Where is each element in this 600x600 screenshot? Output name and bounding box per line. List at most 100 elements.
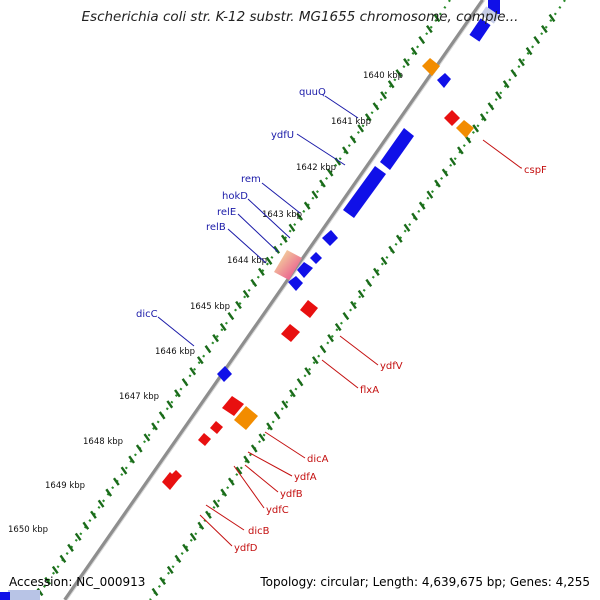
reverse-track-tick xyxy=(159,576,167,586)
kbp-tick-label: 1645 kbp xyxy=(190,302,230,312)
reverse-track-tick xyxy=(266,422,273,431)
forward-track-ticks xyxy=(36,13,441,597)
reverse-track-tick xyxy=(273,411,281,420)
reverse-track-tick xyxy=(227,477,235,486)
forward-track-tick xyxy=(235,300,242,310)
reverse-gene-dicB xyxy=(170,470,182,482)
forward-track-tick xyxy=(166,400,174,409)
forward-gene-rem xyxy=(322,230,338,246)
gene-label-ydfB: ydfB xyxy=(280,489,303,500)
gene-label-relE: relE xyxy=(217,207,236,218)
forward-track-tick xyxy=(82,521,90,530)
reverse-track-tick xyxy=(373,267,380,276)
reverse-label-leaders xyxy=(199,139,522,547)
reverse-track-tick xyxy=(357,289,365,299)
reverse-track-tick xyxy=(250,444,258,453)
reverse-track-tick xyxy=(212,499,220,508)
kbp-tick-label: 1647 kbp xyxy=(119,392,159,402)
reverse-track-tick xyxy=(311,356,319,365)
gene-label-dicB: dicB xyxy=(248,526,270,537)
reverse-track-tick xyxy=(289,389,296,398)
reverse-track-tick xyxy=(327,334,334,343)
kbp-tick-label: 1640 kbp xyxy=(363,71,403,81)
forward-gene-hokD xyxy=(310,252,322,264)
reverse-track-tick xyxy=(525,47,533,56)
leader-ydfU xyxy=(296,133,346,166)
forward-track-tick xyxy=(212,334,219,343)
forward-track-tick xyxy=(380,91,387,100)
kbp-tick-label: 1650 kbp xyxy=(8,525,48,535)
forward-track-tick xyxy=(410,47,418,56)
reverse-track-tick xyxy=(441,168,449,177)
gene-label-ydfA: ydfA xyxy=(294,472,317,483)
leader-rem xyxy=(261,182,301,214)
reverse-track-tick xyxy=(449,157,457,166)
other-feature-2 xyxy=(456,120,474,138)
reverse-track-tick xyxy=(479,113,487,122)
other-feature-1 xyxy=(422,58,440,76)
kbp-tick-label: 1641 kbp xyxy=(331,117,371,127)
reverse-gene-ydfA xyxy=(210,421,223,434)
leader-ydfB xyxy=(244,464,279,493)
forward-track-tick xyxy=(112,477,120,486)
gene-label-dicA: dicA xyxy=(307,454,329,465)
forward-gene-relE xyxy=(297,262,313,278)
reverse-track-tick xyxy=(235,466,243,475)
forward-track-tick xyxy=(349,135,357,144)
reverse-track-tick xyxy=(495,91,502,100)
forward-track-tick xyxy=(128,455,135,464)
reverse-track-tick xyxy=(334,322,342,332)
kbp-tick-label: 1642 kbp xyxy=(296,163,336,173)
page-title: Escherichia coli str. K-12 substr. MG165… xyxy=(81,9,519,25)
reverse-track-tick xyxy=(151,587,159,597)
kbp-tick-label: 1646 kbp xyxy=(155,347,195,357)
reverse-track-tick xyxy=(533,35,541,45)
other-feature-3 xyxy=(234,406,258,430)
gene-label-quuQ: quuQ xyxy=(299,87,326,98)
feature-faded-top xyxy=(480,6,500,24)
reverse-track-tick xyxy=(472,124,480,133)
forward-track-tick xyxy=(433,13,441,23)
reverse-track-tick xyxy=(189,532,197,541)
forward-track-tick xyxy=(67,543,74,552)
forward-track-tick xyxy=(372,102,380,111)
forward-track-tick xyxy=(250,278,258,288)
forward-gene-1 xyxy=(437,73,451,88)
leader-relB xyxy=(227,228,267,264)
forward-track-tick xyxy=(303,201,311,210)
reverse-track-tick xyxy=(319,345,327,354)
reverse-track-tick xyxy=(403,223,411,232)
kbp-tick-label: 1644 kbp xyxy=(227,256,267,266)
leader-quuQ xyxy=(324,95,359,119)
forward-gene-dicC xyxy=(217,366,232,382)
leader-relE xyxy=(237,213,279,253)
reverse-track-tick xyxy=(220,488,228,497)
reverse-track-tick xyxy=(205,510,212,519)
forward-track-tick xyxy=(288,223,296,232)
forward-track-tick xyxy=(227,311,235,321)
forward-label-leaders xyxy=(157,95,359,347)
forward-track-tick xyxy=(425,24,433,34)
gene-label-ydfU: ydfU xyxy=(271,130,294,141)
forward-track-tick xyxy=(151,422,158,431)
forward-track-tick xyxy=(296,212,303,221)
reverse-track-tick xyxy=(197,521,205,530)
leader-cspF xyxy=(482,139,522,169)
gene-label-rem: rem xyxy=(241,174,261,185)
kbp-tick-labels: 1640 kbp 1641 kbp 1642 kbp 1643 kbp 1644… xyxy=(8,71,403,535)
forward-gene-ydfU xyxy=(380,128,414,170)
reverse-track-tick xyxy=(365,278,373,288)
reverse-track-tick xyxy=(182,543,189,552)
reverse-track-tick xyxy=(548,13,556,23)
leader-ydfC xyxy=(233,465,265,509)
reverse-track-tick xyxy=(296,378,304,387)
reverse-track-tick xyxy=(426,190,434,199)
reverse-track-tick xyxy=(388,245,396,254)
reverse-gene-flxA xyxy=(281,324,300,342)
reverse-track-tick xyxy=(258,433,266,442)
forward-track-tick xyxy=(326,168,334,177)
gene-label-relB: relB xyxy=(206,222,226,233)
forward-track-tick xyxy=(120,466,128,475)
